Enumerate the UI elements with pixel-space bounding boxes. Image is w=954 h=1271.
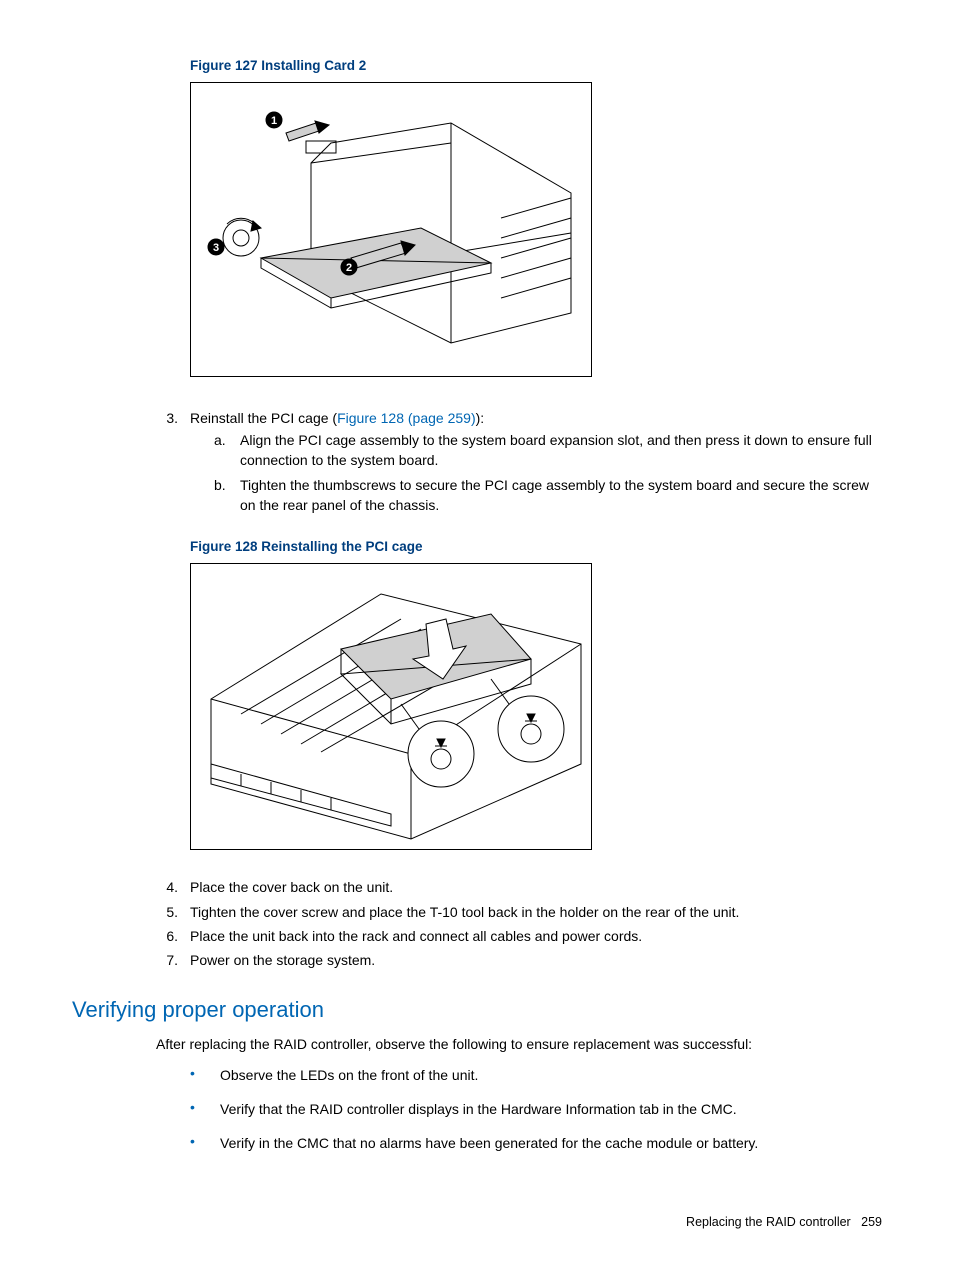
step-6: 6. Place the unit back into the rack and… [160,926,882,946]
bullet-1: • Observe the LEDs on the front of the u… [190,1065,882,1085]
figure-128-link[interactable]: Figure 128 (page 259) [337,410,476,426]
figure-128-box [190,563,592,850]
bullet-1-text: Observe the LEDs on the front of the uni… [220,1065,882,1085]
step-6-num: 6. [160,926,190,946]
step-6-text: Place the unit back into the rack and co… [190,926,882,946]
bullet-3-text: Verify in the CMC that no alarms have be… [220,1133,882,1153]
step-5: 5. Tighten the cover screw and place the… [160,902,882,922]
figure-127-caption: Figure 127 Installing Card 2 [190,56,882,76]
step-4-text: Place the cover back on the unit. [190,877,882,897]
bullet-icon: • [190,1133,220,1153]
footer-page: 259 [861,1215,882,1229]
bullet-icon: • [190,1099,220,1119]
figure-128-caption: Figure 128 Reinstalling the PCI cage [190,537,882,557]
figure-127-diagram: 1 2 3 [191,83,591,376]
figure-127-box: 1 2 3 [190,82,592,377]
step-5-num: 5. [160,902,190,922]
step-3-lead: Reinstall the PCI cage ( [190,410,337,426]
verifying-heading: Verifying proper operation [72,994,882,1026]
step-5-text: Tighten the cover screw and place the T-… [190,902,882,922]
page-footer: Replacing the RAID controller 259 [686,1213,882,1231]
step-4-num: 4. [160,877,190,897]
step-3b-letter: b. [214,475,240,516]
verifying-intro: After replacing the RAID controller, obs… [156,1034,882,1054]
step-3-num: 3. [160,408,190,519]
step-3b-text: Tighten the thumbscrews to secure the PC… [240,475,882,516]
step-7: 7. Power on the storage system. [160,950,882,970]
step-3: 3. Reinstall the PCI cage (Figure 128 (p… [160,408,882,519]
bullet-2: • Verify that the RAID controller displa… [190,1099,882,1119]
step-3a: a. Align the PCI cage assembly to the sy… [214,430,882,471]
svg-text:2: 2 [346,262,352,274]
footer-label: Replacing the RAID controller [686,1215,851,1229]
step-4: 4. Place the cover back on the unit. [160,877,882,897]
step-3a-letter: a. [214,430,240,471]
bullet-2-text: Verify that the RAID controller displays… [220,1099,882,1119]
step-3b: b. Tighten the thumbscrews to secure the… [214,475,882,516]
step-7-num: 7. [160,950,190,970]
svg-text:3: 3 [213,242,219,254]
step-7-text: Power on the storage system. [190,950,882,970]
svg-text:1: 1 [271,115,277,127]
bullet-icon: • [190,1065,220,1085]
bullet-3: • Verify in the CMC that no alarms have … [190,1133,882,1153]
step-3a-text: Align the PCI cage assembly to the syste… [240,430,882,471]
step-3-tail: ): [476,410,485,426]
figure-128-diagram [191,564,591,849]
